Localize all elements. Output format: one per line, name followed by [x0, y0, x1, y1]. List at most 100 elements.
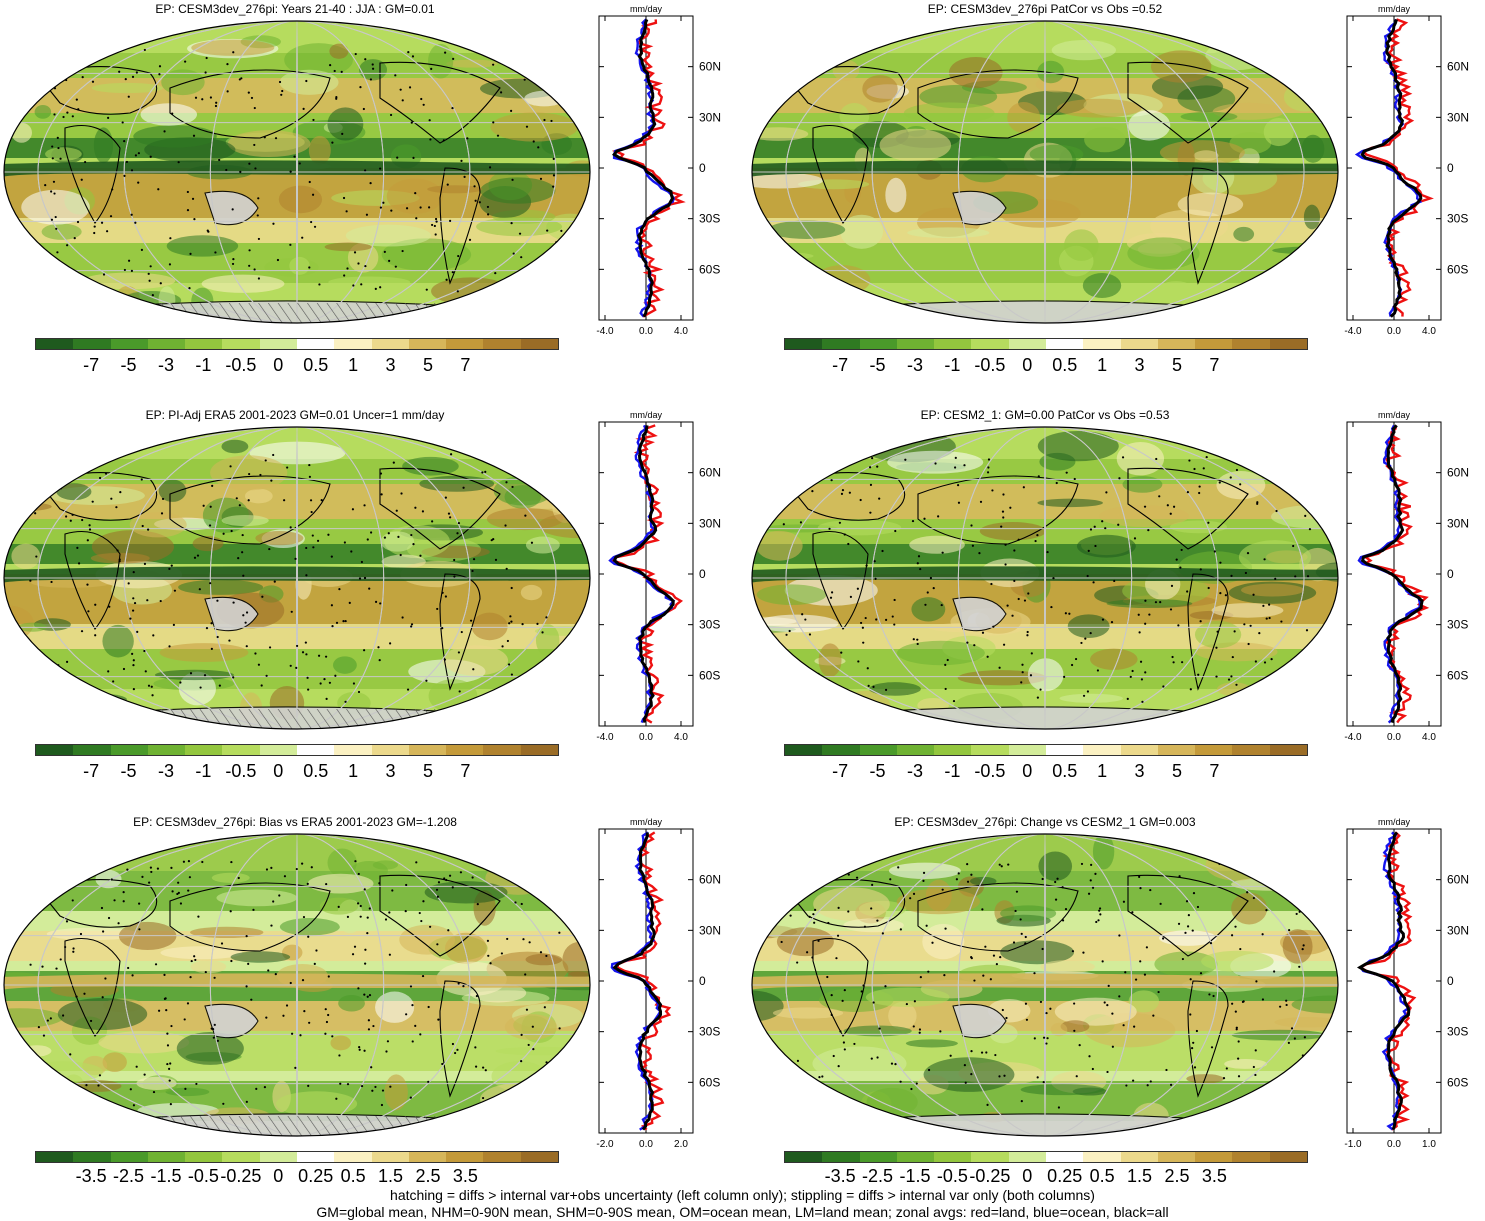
field-patch [4, 1008, 63, 1028]
stipple-dot [412, 156, 415, 159]
stipple-dot [389, 642, 392, 645]
stipple-dot [312, 546, 315, 549]
stipple-dot [1054, 880, 1057, 884]
field-patch [329, 43, 349, 59]
x-tick-label: -1.0 [1344, 1139, 1362, 1150]
field-patch [887, 450, 984, 474]
stipple-dot [925, 924, 928, 927]
lat-label: 60N [1447, 466, 1469, 480]
stipple-dot [209, 505, 212, 508]
stipple-dot [255, 1087, 258, 1090]
colorbar-swatch [1008, 1152, 1046, 1162]
colorbar-swatch [896, 339, 935, 349]
stipple-dot [331, 625, 334, 628]
stipple-dot [1285, 1003, 1288, 1007]
stipple-dot [808, 1082, 811, 1085]
stipple-dot [222, 532, 225, 535]
stipple-dot [1258, 632, 1261, 635]
stipple-dot [134, 154, 138, 157]
stipple-dot [406, 688, 410, 691]
stipple-dot [989, 978, 992, 981]
stipple-dot [293, 155, 296, 158]
stipple-dot [1184, 931, 1187, 934]
stipple-dot [53, 192, 56, 195]
stipple-dot [449, 219, 452, 222]
stipple-dot [1197, 673, 1200, 676]
stipple-dot [1231, 655, 1234, 659]
field-patch [1205, 848, 1268, 881]
stipple-dot [231, 208, 234, 211]
stipple-dot [551, 87, 554, 90]
stipple-dot [970, 957, 973, 960]
stipple-dot [1042, 1080, 1045, 1084]
stipple-dot [468, 238, 472, 241]
stipple-dot [161, 497, 165, 501]
field-patch [227, 130, 311, 157]
x-tick-label: 1.0 [1422, 1139, 1436, 1150]
precip-map-1 [3, 20, 591, 324]
stipple-dot [957, 872, 960, 875]
stipple-dot [1202, 467, 1205, 470]
stipple-dot [257, 237, 261, 241]
colorbar-label: -5 [869, 761, 886, 781]
stipple-dot [1019, 918, 1022, 921]
stipple-dot [1140, 678, 1144, 681]
colorbar-label: 1.5 [378, 1166, 404, 1186]
stipple-dot [388, 953, 391, 956]
stipple-dot [366, 995, 369, 998]
stipple-dot [75, 98, 78, 101]
stipple-dot [1139, 660, 1143, 663]
stipple-dot [917, 555, 921, 558]
stipple-dot [1275, 509, 1278, 513]
field-patch [832, 59, 860, 81]
continent-outline [917, 475, 1079, 545]
stipple-dot [364, 264, 367, 268]
lat-label: 30S [699, 1025, 720, 1039]
stipple-dot [257, 277, 261, 280]
stipple-dot [214, 251, 217, 254]
x-tick-label: -4.0 [596, 732, 614, 743]
stipple-dot [401, 249, 404, 253]
stipple-dot [949, 1054, 952, 1057]
colorbar-swatch [1157, 339, 1196, 349]
stipple-dot [510, 586, 513, 590]
field-patch [493, 475, 553, 506]
colorbar-labels-6: -3.5 -2.5 -1.5 -0.5 -0.25 0 0.25 0.5 1.5 2.5 3.5 [784, 1166, 1308, 1188]
lat-label: 60S [699, 668, 720, 682]
lat-label: 30N [699, 516, 721, 530]
stipple-dot [123, 140, 126, 143]
field-patch [176, 1032, 244, 1065]
itcz-band [752, 566, 1338, 584]
field-patch [6, 55, 31, 72]
field-patch [1159, 930, 1217, 946]
colorbar-swatch [259, 745, 297, 755]
stipple-dot [441, 626, 444, 630]
stipple-dot [380, 493, 383, 496]
stipple-dot [1073, 1002, 1076, 1005]
field-patch [540, 35, 590, 58]
stipple-dot [197, 915, 200, 918]
field-patch [756, 614, 839, 633]
stipple-dot [335, 1097, 338, 1100]
colorbar-label: -0.5 [225, 761, 257, 781]
stipple-dot [532, 140, 535, 143]
stipple-dot [372, 1024, 375, 1028]
x-tick-label: -4.0 [1344, 326, 1362, 337]
field-patch [279, 918, 340, 936]
stipple-dot [1118, 934, 1121, 937]
stipple-dot [443, 658, 447, 661]
field-patch [445, 932, 487, 964]
field-patch [1263, 117, 1294, 147]
stipple-dot [1131, 911, 1134, 914]
stipple-dot [182, 860, 186, 863]
stipple-dot [325, 697, 328, 700]
stipple-dot [1125, 1084, 1128, 1087]
stipple-dot [891, 615, 894, 618]
grid-meridian [871, 21, 1219, 323]
stipple-dot [75, 995, 78, 998]
stipple-dot [510, 109, 513, 112]
stipple-dot [778, 684, 781, 687]
profile-unit: mm/day [1378, 817, 1411, 827]
stipple-dot [894, 1063, 897, 1066]
